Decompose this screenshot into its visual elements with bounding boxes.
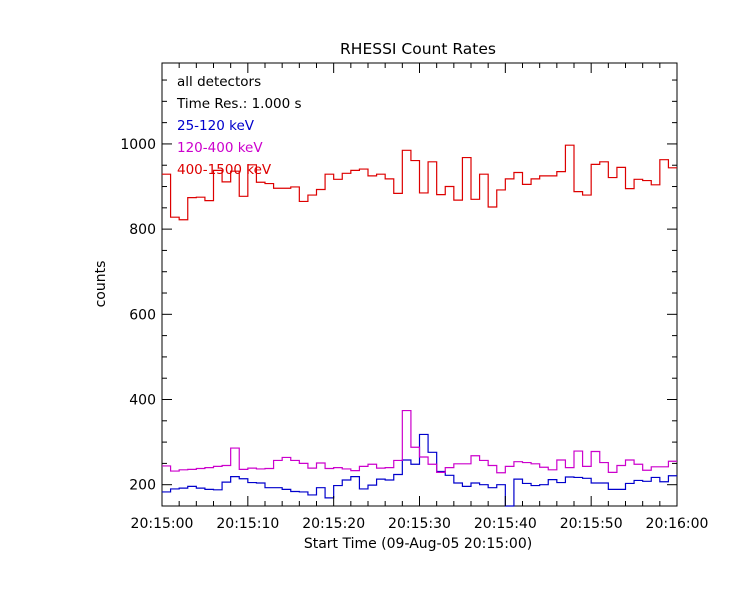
series-layer	[162, 144, 677, 507]
y-axis-ticks: 200 400 600 800 1000	[120, 79, 677, 507]
x-tick-label: 20:15:20	[302, 516, 365, 532]
series-line-2	[162, 144, 677, 221]
y-tick-label: 200	[129, 478, 156, 494]
x-tick-label: 20:15:10	[216, 516, 279, 532]
y-tick-label: 800	[129, 222, 156, 238]
legend-item-2: 400-1500 keV	[177, 162, 272, 178]
x-tick-label: 20:16:00	[646, 516, 709, 532]
legend-item-1: 120-400 keV	[177, 140, 263, 156]
series-line-1	[162, 409, 677, 474]
x-axis-label: Start Time (09-Aug-05 20:15:00)	[304, 536, 532, 552]
y-axis-label: counts	[93, 261, 109, 308]
y-tick-label: 600	[129, 307, 156, 323]
x-tick-label: 20:15:50	[560, 516, 623, 532]
legend-item-0: 25-120 keV	[177, 118, 255, 134]
annotation-time-resolution: Time Res.: 1.000 s	[176, 96, 302, 112]
chart-title: RHESSI Count Rates	[340, 40, 496, 58]
x-tick-label: 20:15:00	[131, 516, 194, 532]
series-line-0	[162, 433, 677, 507]
legend: 25-120 keV 120-400 keV 400-1500 keV	[177, 118, 272, 178]
x-tick-label: 20:15:30	[388, 516, 451, 532]
x-axis-ticks: 20:15:00 20:15:10 20:15:20 20:15:30 20:15:40…	[131, 63, 709, 532]
y-tick-label: 1000	[120, 137, 156, 153]
annotation-detectors: all detectors	[177, 74, 261, 90]
x-tick-label: 20:15:40	[474, 516, 537, 532]
y-tick-label: 400	[129, 393, 156, 409]
